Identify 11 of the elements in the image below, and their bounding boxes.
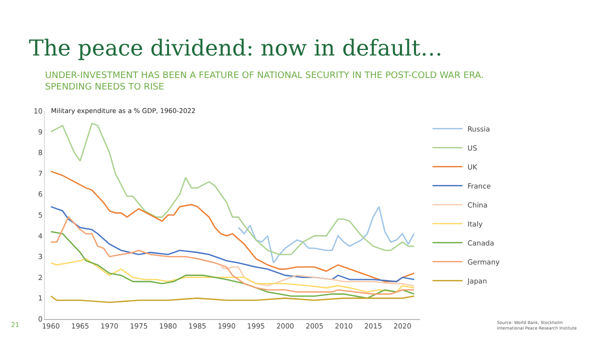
chart-subtitle: UNDER-INVESTMENT HAS BEEN A FEATURE OF NATIONAL SECURITY IN THE POST-COLD WAR ERA. SPENDING NEEDS TO RISE	[45, 71, 484, 93]
line-series	[50, 122, 415, 256]
line-series	[50, 230, 415, 299]
line-series	[220, 266, 415, 286]
line-series	[238, 206, 415, 264]
line-series	[50, 216, 415, 295]
line-series	[50, 295, 415, 304]
chart-title: The peace dividend: now in default…	[28, 36, 443, 62]
line-series	[50, 206, 415, 282]
line-series	[50, 258, 415, 293]
line-series	[50, 170, 415, 282]
